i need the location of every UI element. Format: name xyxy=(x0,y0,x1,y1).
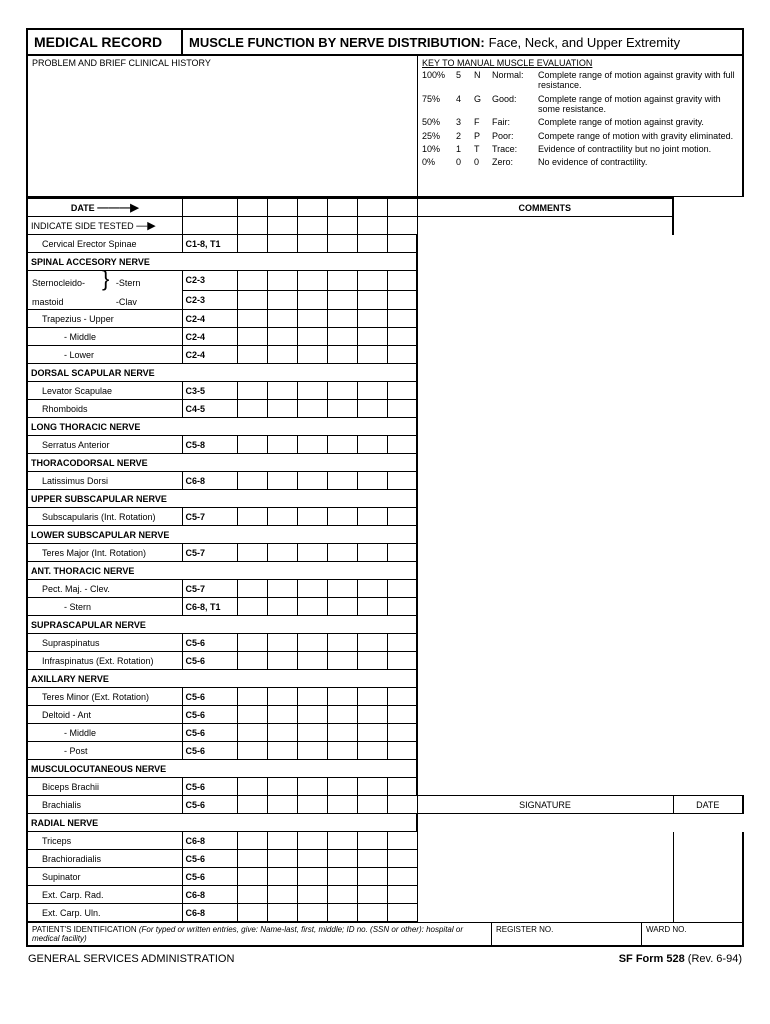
problem-section[interactable]: PROBLEM AND BRIEF CLINICAL HISTORY xyxy=(28,56,418,196)
nerve-header-row: UPPER SUBSCAPULAR NERVE xyxy=(27,490,743,508)
muscle-row: Teres Minor (Ext. Rotation)C5-6 xyxy=(27,688,743,706)
nerve-header-row: LONG THORACIC NERVE xyxy=(27,418,743,436)
date-header-row: DATE ———▶ COMMENTS xyxy=(27,198,743,217)
key-row: 0%00Zero:No evidence of contractility. xyxy=(422,157,738,167)
arrow-right-icon: ———▶ xyxy=(97,202,138,214)
muscle-row: - LowerC2-4 xyxy=(27,346,743,364)
pid-label: PATIENT'S IDENTIFICATION xyxy=(32,925,137,934)
date-col-5[interactable] xyxy=(327,198,357,217)
muscle-row: - SternC6-8, T1 xyxy=(27,598,743,616)
muscle-row: Serratus AnteriorC5-8 xyxy=(27,436,743,454)
header-title-bold: MUSCLE FUNCTION BY NERVE DISTRIBUTION: xyxy=(189,35,485,50)
muscle-row: Ext. Carp. Rad.C6-8 xyxy=(27,886,743,904)
muscle-row: Cervical Erector SpinaeC1-8, T1 xyxy=(27,235,743,253)
form-number: SF Form 528 (Rev. 6-94) xyxy=(619,953,742,965)
indicate-label-cell: INDICATE SIDE TESTED —▶ xyxy=(27,217,182,235)
footer-row: PATIENT'S IDENTIFICATION (For typed or w… xyxy=(26,922,744,947)
form-page: MEDICAL RECORD MUSCLE FUNCTION BY NERVE … xyxy=(0,0,770,985)
muscle-row: Subscapularis (Int. Rotation)C5-7 xyxy=(27,508,743,526)
header-left: MEDICAL RECORD xyxy=(28,30,183,54)
indicate-row: INDICATE SIDE TESTED —▶ xyxy=(27,217,743,235)
header-right: MUSCLE FUNCTION BY NERVE DISTRIBUTION: F… xyxy=(183,30,742,54)
date-col-6[interactable] xyxy=(357,198,387,217)
key-title: KEY TO MANUAL MUSCLE EVALUATION xyxy=(422,58,738,68)
key-row: 10%1TTrace:Evidence of contractility but… xyxy=(422,144,738,154)
muscle-row: Teres Major (Int. Rotation)C5-7 xyxy=(27,544,743,562)
date-col-2[interactable] xyxy=(237,198,267,217)
nerve-header-row: LOWER SUBSCAPULAR NERVE xyxy=(27,526,743,544)
nerve-header-row: RADIAL NERVE xyxy=(27,814,743,832)
comments-area[interactable] xyxy=(417,217,673,235)
agency-name: GENERAL SERVICES ADMINISTRATION xyxy=(28,953,234,965)
nerve-header-row: SUPRASCAPULAR NERVE xyxy=(27,616,743,634)
header-row: MEDICAL RECORD MUSCLE FUNCTION BY NERVE … xyxy=(26,28,744,56)
key-row: 100%5NNormal:Complete range of motion ag… xyxy=(422,70,738,91)
nerve-header-row: SPINAL ACCESORY NERVE xyxy=(27,253,743,271)
register-no-cell[interactable]: REGISTER NO. xyxy=(492,923,642,945)
muscle-row: RhomboidsC4-5 xyxy=(27,400,743,418)
muscle-row: Deltoid - AntC5-6 xyxy=(27,706,743,724)
signature-cell[interactable]: SIGNATURE xyxy=(417,796,673,814)
ward-no-cell[interactable]: WARD NO. xyxy=(642,923,742,945)
muscle-row: - MiddleC2-4 xyxy=(27,328,743,346)
comments-header: COMMENTS xyxy=(417,198,673,217)
muscle-row: SupraspinatusC5-6 xyxy=(27,634,743,652)
date-label-cell: DATE ———▶ xyxy=(27,198,182,217)
muscle-row: Levator ScapulaeC3-5 xyxy=(27,382,743,400)
bottom-line: GENERAL SERVICES ADMINISTRATION SF Form … xyxy=(26,953,744,965)
key-row: 50%3FFair:Complete range of motion again… xyxy=(422,117,738,127)
sig-date-cell[interactable]: DATE xyxy=(673,796,743,814)
key-row: 75%4GGood:Complete range of motion again… xyxy=(422,94,738,115)
header-title-rest: Face, Neck, and Upper Extremity xyxy=(489,35,680,50)
patient-id-cell[interactable]: PATIENT'S IDENTIFICATION (For typed or w… xyxy=(28,923,492,945)
nerve-header-row: AXILLARY NERVE xyxy=(27,670,743,688)
muscle-row: - MiddleC5-6 xyxy=(27,724,743,742)
muscle-row: SupinatorC5-6 xyxy=(27,868,743,886)
muscle-row: Pect. Maj. - Clev.C5-7 xyxy=(27,580,743,598)
key-row: 25%2PPoor:Compete range of motion with g… xyxy=(422,131,738,141)
muscle-row: Biceps BrachiiC5-6 xyxy=(27,778,743,796)
muscle-row: BrachioradialisC5-6 xyxy=(27,850,743,868)
nerve-header-row: DORSAL SCAPULAR NERVE xyxy=(27,364,743,382)
key-section: KEY TO MANUAL MUSCLE EVALUATION 100%5NNo… xyxy=(418,56,742,196)
nerve-header-row: ANT. THORACIC NERVE xyxy=(27,562,743,580)
muscle-row: Ext. Carp. Uln.C6-8 xyxy=(27,904,743,922)
muscle-row: TricepsC6-8 xyxy=(27,832,743,850)
nerve-header-row: MUSCULOCUTANEOUS NERVE xyxy=(27,760,743,778)
muscle-row: Infraspinatus (Ext. Rotation)C5-6 xyxy=(27,652,743,670)
problem-label: PROBLEM AND BRIEF CLINICAL HISTORY xyxy=(32,58,211,68)
arrow-right-icon: —▶ xyxy=(136,220,155,232)
nerve-header-row: THORACODORSAL NERVE xyxy=(27,454,743,472)
muscle-row: - PostC5-6 xyxy=(27,742,743,760)
date-col-1[interactable] xyxy=(182,198,237,217)
muscle-row: BrachialisC5-6SIGNATUREDATE xyxy=(27,796,743,814)
muscle-row: Trapezius - UpperC2-4 xyxy=(27,310,743,328)
problem-key-row: PROBLEM AND BRIEF CLINICAL HISTORY KEY T… xyxy=(26,56,744,197)
date-col-3[interactable] xyxy=(267,198,297,217)
date-col-7[interactable] xyxy=(387,198,417,217)
muscle-row: Latissimus DorsiC6-8 xyxy=(27,472,743,490)
muscle-row: Sternocleido-} -SternC2-3 xyxy=(27,271,743,291)
muscle-table: DATE ———▶ COMMENTS INDICATE SIDE TESTED … xyxy=(26,197,744,922)
muscle-row: mastoid} -ClavC2-3 xyxy=(27,290,743,310)
date-col-4[interactable] xyxy=(297,198,327,217)
